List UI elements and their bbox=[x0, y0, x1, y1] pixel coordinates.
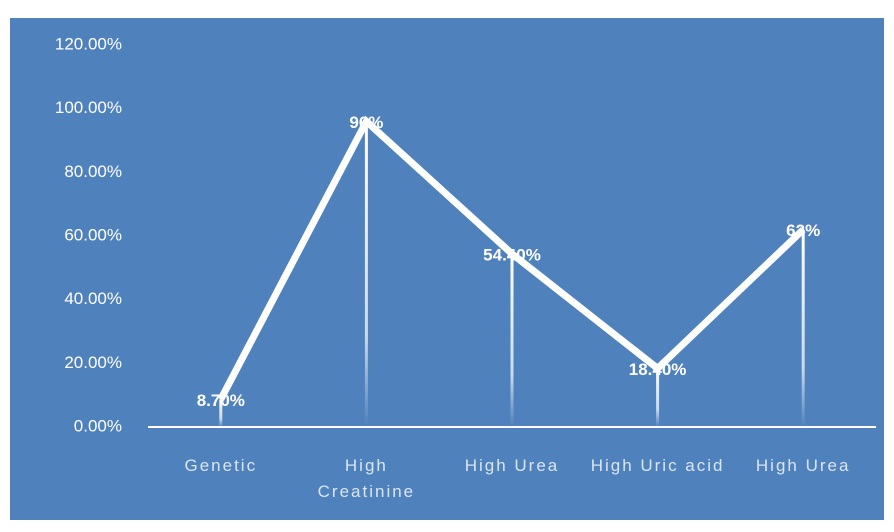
x-tick-label: High Urea bbox=[464, 456, 560, 475]
y-tick-label: 20.00% bbox=[64, 353, 122, 372]
x-tick-label: Genetic bbox=[184, 456, 258, 475]
y-tick-label: 100.00% bbox=[55, 98, 122, 117]
y-tick-label: 0.00% bbox=[74, 416, 122, 435]
drop-line bbox=[801, 229, 805, 427]
drop-line bbox=[510, 253, 514, 427]
data-label: 8.70% bbox=[197, 391, 245, 410]
data-label: 96% bbox=[349, 113, 383, 132]
data-label: 62% bbox=[786, 221, 820, 240]
data-label: 54.40% bbox=[483, 245, 541, 264]
drop-line bbox=[219, 399, 223, 427]
drop-line bbox=[364, 121, 368, 428]
drop-line bbox=[656, 368, 660, 427]
series-line bbox=[217, 115, 806, 401]
chart-background bbox=[10, 18, 884, 520]
y-tick-label: 40.00% bbox=[64, 289, 122, 308]
x-tick-label: High Uric acid bbox=[590, 456, 725, 475]
x-tick-label: High Creatinine bbox=[317, 456, 416, 501]
data-label: 18.40% bbox=[629, 360, 687, 379]
y-tick-label: 120.00% bbox=[55, 34, 122, 53]
x-tick-label: High Urea bbox=[755, 456, 851, 475]
y-tick-label: 60.00% bbox=[64, 225, 122, 244]
y-tick-label: 80.00% bbox=[64, 162, 122, 181]
